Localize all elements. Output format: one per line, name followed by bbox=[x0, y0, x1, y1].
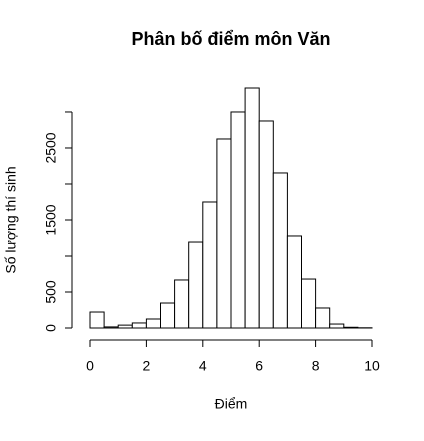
bar bbox=[104, 327, 118, 328]
bar bbox=[316, 308, 330, 328]
x-tick-label: 6 bbox=[255, 358, 263, 374]
bar bbox=[161, 303, 175, 328]
bar bbox=[203, 202, 217, 328]
bar bbox=[175, 280, 189, 328]
bar bbox=[146, 319, 160, 328]
bar bbox=[259, 121, 273, 328]
y-axis-label: Số lượng thí sinh bbox=[3, 166, 19, 273]
bar bbox=[217, 139, 231, 328]
bar bbox=[132, 323, 146, 328]
bar bbox=[330, 324, 344, 328]
bar bbox=[231, 112, 245, 328]
bar bbox=[287, 236, 301, 328]
x-tick-label: 4 bbox=[199, 358, 207, 374]
x-tick-label: 10 bbox=[364, 358, 380, 374]
y-tick-label: 0 bbox=[43, 324, 59, 332]
y-tick-label: 500 bbox=[43, 280, 59, 304]
chart-title: Phân bố điểm môn Văn bbox=[131, 29, 330, 49]
x-tick-label: 8 bbox=[312, 358, 320, 374]
y-tick-label: 2500 bbox=[43, 132, 59, 163]
x-tick-label: 0 bbox=[86, 358, 94, 374]
bar bbox=[245, 88, 259, 328]
bar bbox=[118, 325, 132, 328]
bar bbox=[302, 279, 316, 328]
bar bbox=[273, 173, 287, 328]
bar bbox=[90, 312, 104, 328]
bar bbox=[189, 242, 203, 328]
x-axis-label: Điểm bbox=[215, 396, 248, 412]
y-tick-label: 1500 bbox=[43, 204, 59, 235]
bar bbox=[344, 327, 358, 328]
x-tick-label: 2 bbox=[143, 358, 151, 374]
